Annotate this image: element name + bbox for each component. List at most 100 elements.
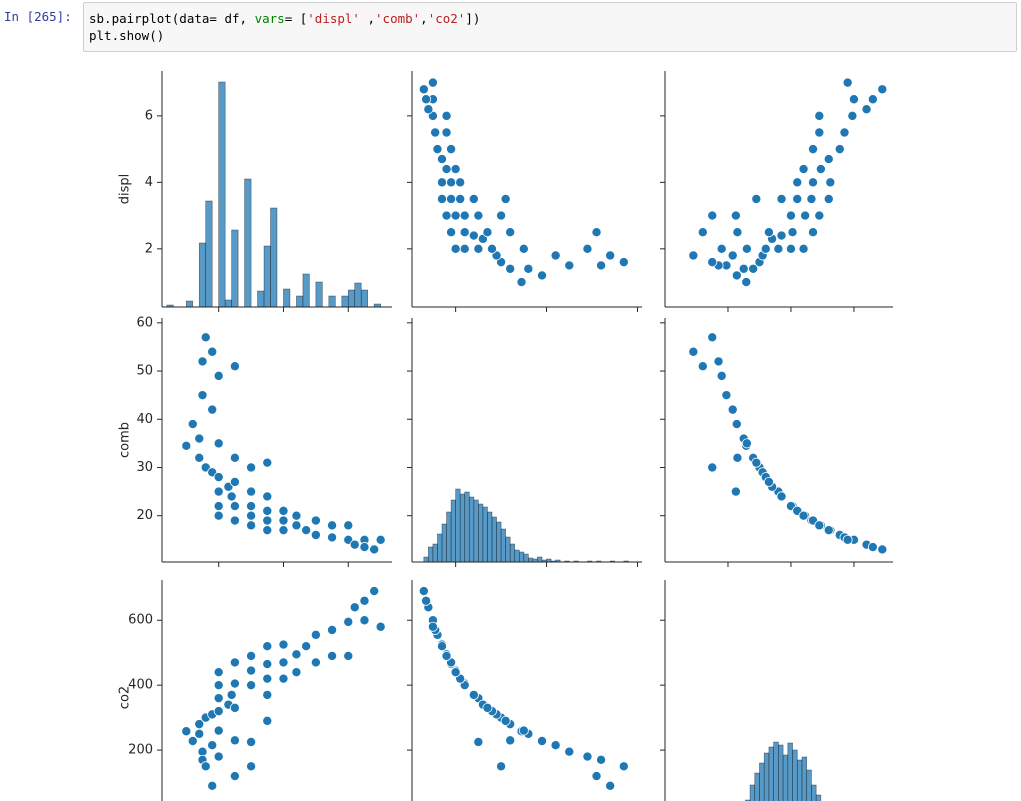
hist-bar <box>302 273 310 308</box>
scatter-point <box>808 227 819 238</box>
code-token: = [ <box>284 11 308 26</box>
hist-bar <box>341 295 349 308</box>
scatter-point <box>436 154 447 165</box>
subplot <box>407 71 642 312</box>
hist-bar <box>459 493 466 563</box>
code-cell[interactable]: sb.pairplot(data= df, vars= ['displ' ,'c… <box>83 2 1017 52</box>
scatter-point <box>473 243 484 254</box>
scatter-point <box>262 457 273 468</box>
scatter-point <box>741 243 752 254</box>
scatter-point <box>246 520 257 531</box>
scatter-point <box>327 624 338 635</box>
scatter-point <box>436 193 447 204</box>
y-tick-label: 2 <box>145 241 153 256</box>
scatter-point <box>688 346 699 357</box>
hist-bar <box>496 521 502 563</box>
scatter-point <box>441 110 452 121</box>
code-token: plt.show() <box>89 28 165 43</box>
scatter-point <box>741 277 752 288</box>
hist-bar <box>773 741 779 801</box>
scatter-point <box>455 177 466 188</box>
subplot: 2 4 6 displ <box>118 71 392 312</box>
scatter-point <box>814 127 825 138</box>
scatter-point <box>776 491 787 502</box>
scatter-point <box>213 486 224 497</box>
scatter-point <box>760 243 771 254</box>
scatter-point <box>505 263 516 274</box>
hist-bar <box>763 752 770 801</box>
scatter-point <box>194 728 205 739</box>
scatter-point <box>468 230 479 241</box>
scatter-point <box>200 332 211 343</box>
subplot <box>407 580 629 801</box>
scatter-point <box>278 673 289 684</box>
scatter-point <box>732 452 743 463</box>
scatter-point <box>441 210 452 221</box>
subplot: 200 400 600 co2 <box>118 580 386 801</box>
hist-bar <box>224 299 232 308</box>
scatter-point <box>732 227 743 238</box>
scatter-point <box>688 250 699 261</box>
code-token: ]) <box>465 11 481 26</box>
scatter-point <box>291 520 302 531</box>
scatter-point <box>446 193 457 204</box>
scatter-point <box>482 227 493 238</box>
hist-bar <box>759 762 765 801</box>
scatter-point <box>278 657 289 668</box>
scatter-point <box>278 525 289 536</box>
scatter-point <box>278 505 289 516</box>
hist-bar <box>263 245 271 308</box>
scatter-point <box>278 515 289 526</box>
scatter-point <box>194 433 205 444</box>
hist-bar <box>782 754 789 801</box>
scatter-point <box>301 525 312 536</box>
scatter-point <box>731 419 742 430</box>
scatter-point <box>518 725 529 736</box>
scatter-point <box>751 193 762 204</box>
scatter-point <box>823 154 834 165</box>
scatter-point <box>229 476 240 487</box>
scatter-point <box>310 657 321 668</box>
y-tick-label: 60 <box>136 315 153 330</box>
scatter-point <box>213 472 224 483</box>
hist-bar <box>464 491 470 563</box>
scatter-point <box>596 754 607 765</box>
scatter-point <box>716 243 727 254</box>
scatter-point <box>262 641 273 652</box>
scatter-point <box>496 761 507 772</box>
scatter-point <box>301 641 312 652</box>
hist-bar <box>749 784 756 801</box>
scatter-point <box>459 227 470 238</box>
hist-bar <box>283 288 291 308</box>
scatter-point <box>213 438 224 449</box>
scatter-point <box>537 270 548 281</box>
subplot <box>407 318 642 567</box>
scatter-point <box>486 243 497 254</box>
scatter-point <box>229 657 240 668</box>
scatter-point <box>207 404 218 415</box>
scatter-point <box>823 525 834 536</box>
hist-bar <box>815 794 822 801</box>
scatter-point <box>197 390 208 401</box>
hist-bar <box>787 742 793 801</box>
scatter-point <box>877 544 888 555</box>
hist-bar <box>778 744 784 801</box>
hist-bar <box>185 300 194 308</box>
scatter-point <box>310 629 321 640</box>
y-tick-label: 200 <box>128 743 153 758</box>
scatter-point <box>423 104 434 115</box>
hist-bar <box>792 749 798 801</box>
scatter-point <box>229 678 240 689</box>
scatter-point <box>446 144 457 155</box>
scatter-point <box>537 735 548 746</box>
scatter-point <box>375 534 386 545</box>
scatter-point <box>427 621 438 632</box>
scatter-point <box>327 520 338 531</box>
y-tick-label: 30 <box>136 460 153 475</box>
scatter-point <box>550 740 561 751</box>
y-tick-label: 20 <box>136 508 153 523</box>
scatter-point <box>776 193 787 204</box>
scatter-point <box>815 164 826 175</box>
scatter-point <box>246 650 257 661</box>
